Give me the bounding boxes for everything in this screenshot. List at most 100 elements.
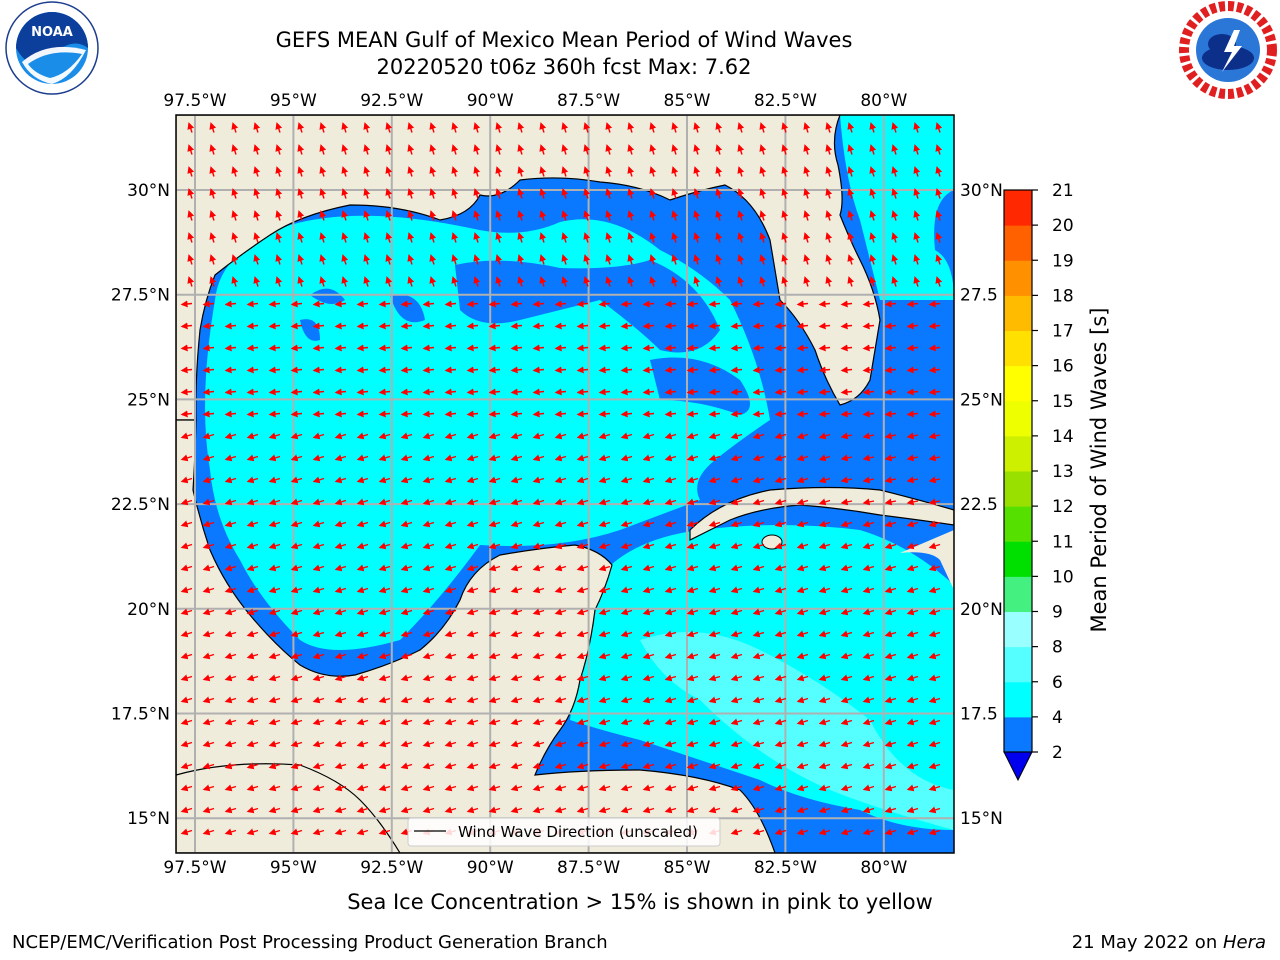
wind-arrow bbox=[642, 696, 655, 704]
wind-arrow bbox=[598, 520, 611, 528]
wind-arrow bbox=[620, 520, 633, 528]
wind-arrow bbox=[378, 674, 391, 682]
wind-arrow bbox=[708, 630, 721, 638]
wind-arrow bbox=[466, 806, 479, 814]
wind-arrow bbox=[356, 674, 369, 682]
wind-arrow bbox=[913, 122, 921, 133]
wind-arrow bbox=[906, 674, 919, 682]
colorbar-segment bbox=[1004, 435, 1032, 472]
wind-arrow bbox=[576, 498, 589, 506]
wind-arrow bbox=[686, 388, 699, 396]
wind-arrow bbox=[664, 432, 677, 440]
lat-tick-left: 30°N bbox=[127, 181, 170, 201]
wind-arrow bbox=[708, 344, 721, 352]
wind-arrow bbox=[554, 740, 567, 748]
wind-arrow bbox=[906, 366, 919, 374]
wind-arrow bbox=[202, 432, 215, 440]
wind-arrow bbox=[708, 652, 721, 660]
wind-arrow bbox=[495, 188, 503, 199]
wind-arrow bbox=[422, 784, 435, 792]
wind-arrow bbox=[517, 210, 525, 221]
wind-arrow bbox=[642, 366, 655, 374]
wind-arrow bbox=[180, 608, 193, 616]
wind-arrow bbox=[840, 586, 853, 594]
wind-arrow bbox=[341, 254, 349, 265]
wind-arrow bbox=[620, 344, 633, 352]
colorbar-segment bbox=[1004, 330, 1032, 367]
wind-arrow bbox=[539, 210, 547, 221]
wind-arrow bbox=[686, 608, 699, 616]
lon-tick-top: 85°W bbox=[664, 91, 711, 111]
wind-arrow bbox=[268, 410, 281, 418]
wind-arrow bbox=[774, 608, 787, 616]
wind-arrow bbox=[319, 144, 327, 155]
wind-arrow bbox=[532, 674, 545, 682]
wind-arrows bbox=[180, 122, 943, 836]
wind-arrow bbox=[334, 476, 347, 484]
wind-arrow bbox=[884, 630, 897, 638]
wind-arrow bbox=[561, 210, 569, 221]
wind-arrow bbox=[268, 718, 281, 726]
wind-arrow bbox=[554, 586, 567, 594]
wind-arrow bbox=[319, 232, 327, 243]
wind-arrow bbox=[466, 740, 479, 748]
wind-arrow bbox=[796, 762, 809, 770]
wind-arrow bbox=[730, 762, 743, 770]
wind-arrow bbox=[290, 828, 303, 836]
wind-arrow bbox=[774, 410, 787, 418]
wind-arrow bbox=[847, 188, 855, 199]
wind-arrow bbox=[334, 718, 347, 726]
wind-arrow bbox=[334, 542, 347, 550]
wind-arrow bbox=[400, 432, 413, 440]
wind-arrow bbox=[759, 254, 767, 265]
wind-arrow bbox=[466, 586, 479, 594]
wind-arrow bbox=[466, 300, 479, 308]
wind-arrow bbox=[539, 232, 547, 243]
wind-arrow bbox=[334, 828, 347, 836]
wind-arrow bbox=[290, 762, 303, 770]
wind-arrow bbox=[708, 762, 721, 770]
wind-arrow bbox=[642, 762, 655, 770]
wind-arrow bbox=[341, 166, 349, 177]
wind-arrow bbox=[180, 410, 193, 418]
wind-arrow bbox=[378, 828, 391, 836]
wind-arrow bbox=[180, 542, 193, 550]
wind-arrow bbox=[275, 276, 283, 287]
wind-arrow bbox=[686, 674, 699, 682]
wind-arrow bbox=[224, 410, 237, 418]
lon-tick-top: 87.5°W bbox=[557, 91, 620, 111]
wind-arrow bbox=[928, 696, 941, 704]
wind-arrow bbox=[488, 608, 501, 616]
wind-arrow bbox=[180, 322, 193, 330]
wind-arrow bbox=[246, 498, 259, 506]
wind-arrow bbox=[290, 520, 303, 528]
wind-arrow bbox=[444, 630, 457, 638]
wind-arrow bbox=[671, 232, 679, 243]
wind-arrow bbox=[730, 652, 743, 660]
wind-arrow bbox=[422, 740, 435, 748]
wind-arrow bbox=[803, 188, 811, 199]
wind-arrow bbox=[796, 388, 809, 396]
wind-arrow bbox=[451, 276, 459, 287]
wind-arrow bbox=[224, 718, 237, 726]
wind-arrow bbox=[466, 454, 479, 462]
wind-arrow bbox=[488, 344, 501, 352]
wind-arrow bbox=[686, 454, 699, 462]
wind-arrow bbox=[444, 300, 457, 308]
wind-arrow bbox=[627, 122, 635, 133]
wind-arrow bbox=[759, 188, 767, 199]
wind-arrow bbox=[730, 344, 743, 352]
wind-arrow bbox=[583, 276, 591, 287]
wind-arrow bbox=[451, 122, 459, 133]
wind-arrow bbox=[224, 564, 237, 572]
wind-arrow bbox=[385, 254, 393, 265]
wind-arrow bbox=[781, 232, 789, 243]
colorbar-tick-label: 8 bbox=[1052, 638, 1063, 658]
wind-arrow bbox=[935, 276, 943, 287]
wind-arrow bbox=[246, 520, 259, 528]
wind-arrow bbox=[774, 300, 787, 308]
wind-arrow bbox=[422, 608, 435, 616]
wind-arrow bbox=[180, 300, 193, 308]
wind-arrow bbox=[598, 564, 611, 572]
wind-arrow bbox=[246, 410, 259, 418]
